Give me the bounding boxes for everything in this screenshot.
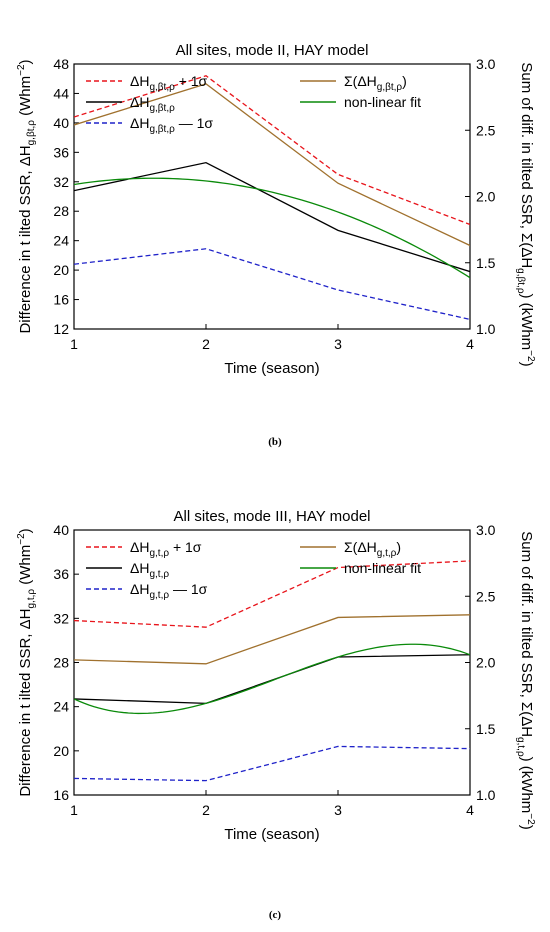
x-axis-label: Time (season) xyxy=(224,360,319,377)
x-tick-label: 3 xyxy=(334,336,342,352)
legend-entry-0: ΔHg,βt,ρ + 1σ xyxy=(86,73,208,93)
y-tick-label: 44 xyxy=(53,85,69,101)
y2-tick-label: 3.0 xyxy=(476,522,496,538)
y-tick-label: 36 xyxy=(53,144,69,160)
series-line-3 xyxy=(74,83,470,247)
y-tick-label: 48 xyxy=(53,56,69,72)
series-line-4 xyxy=(74,177,470,279)
legend-entry-1: ΔHg,βt,ρ xyxy=(86,94,175,114)
legend-label: ΔHg,βt,ρ xyxy=(130,94,175,114)
y2-tick-label: 2.5 xyxy=(476,122,496,138)
x-tick-label: 2 xyxy=(202,336,210,352)
y-tick-label: 20 xyxy=(53,262,69,278)
y-tick-label: 28 xyxy=(53,203,69,219)
y2-tick-label: 1.5 xyxy=(476,255,496,271)
y-tick-label: 32 xyxy=(53,174,69,190)
y-tick-label: 32 xyxy=(53,610,69,626)
y2-tick-label: 3.0 xyxy=(476,56,496,72)
y-tick-label: 16 xyxy=(53,787,69,803)
legend-label: ΔHg,βt,ρ + 1σ xyxy=(130,73,208,93)
series-line-1 xyxy=(74,161,470,273)
y-tick-label: 36 xyxy=(53,566,69,582)
chart-panel-b: All sites, mode II, HAY model 12 16 20 24 28 3… xyxy=(16,42,536,377)
y-tick-label: 16 xyxy=(53,292,69,308)
y2-axis-label: Sum of diff. in tilted SSR, Σ(ΔHg,t,ρ) (… xyxy=(515,531,536,829)
y2-tick-label: 2.0 xyxy=(476,655,496,671)
legend-entry-2: ΔHg,t,ρ — 1σ xyxy=(86,581,208,601)
y-tick-label: 24 xyxy=(53,699,69,715)
series-line-4 xyxy=(74,643,470,715)
y-axis-label: Difference in t ilted SSR, ΔHg,βt,ρ (Whm… xyxy=(16,59,37,333)
legend-entry-0: ΔHg,t,ρ + 1σ xyxy=(86,539,202,559)
y2-tick-label: 2.5 xyxy=(476,588,496,604)
chart-svg-c: All sites, mode III, HAY model1620242832… xyxy=(16,508,536,843)
y-tick-label: 28 xyxy=(53,655,69,671)
series-line-2 xyxy=(74,745,470,782)
x-tick-label: 1 xyxy=(70,802,78,818)
x-tick-label: 4 xyxy=(466,336,474,352)
legend-entry-4: non-linear fit xyxy=(300,94,421,110)
series-line-0 xyxy=(74,560,470,628)
y2-tick-label: 1.5 xyxy=(476,721,496,737)
chart-title: All sites, mode II, HAY model xyxy=(176,42,369,59)
series-line-2 xyxy=(74,248,470,321)
legend-entry-3: Σ(ΔHg,t,ρ) xyxy=(300,539,401,559)
y-tick-label: 40 xyxy=(53,522,69,538)
legend-entry-2: ΔHg,βt,ρ — 1σ xyxy=(86,115,213,135)
legend-label: ΔHg,t,ρ + 1σ xyxy=(130,539,202,559)
y-tick-label: 24 xyxy=(53,233,69,249)
legend-entry-4: non-linear fit xyxy=(300,560,421,576)
legend-label: ΔHg,t,ρ xyxy=(130,560,169,580)
series-line-3 xyxy=(74,614,470,665)
legend-label: non-linear fit xyxy=(344,94,421,110)
chart-svg-b: All sites, mode II, HAY model12162024283… xyxy=(16,42,536,377)
legend-entry-1: ΔHg,t,ρ xyxy=(86,560,169,580)
x-tick-label: 3 xyxy=(334,802,342,818)
x-tick-label: 2 xyxy=(202,802,210,818)
legend-label: ΔHg,βt,ρ — 1σ xyxy=(130,115,213,135)
chart-title: All sites, mode III, HAY model xyxy=(173,508,370,525)
y2-tick-label: 1.0 xyxy=(476,787,496,803)
x-tick-label: 1 xyxy=(70,336,78,352)
x-axis-label: Time (season) xyxy=(224,826,319,843)
y-tick-label: 12 xyxy=(53,321,69,337)
legend-label: Σ(ΔHg,βt,ρ) xyxy=(344,73,407,93)
chart-panel-c: All sites, mode III, HAY model 16 20 24 28 32… xyxy=(0,466,550,932)
y-axis-label: Difference in t ilted SSR, ΔHg,t,ρ (Whm−… xyxy=(16,528,37,796)
y-tick-label: 40 xyxy=(53,115,69,131)
panel-label-c: (c) xyxy=(268,909,282,921)
x-tick-label: 4 xyxy=(466,802,474,818)
y-tick-label: 20 xyxy=(53,743,69,759)
series-line-0 xyxy=(74,75,470,226)
y2-tick-label: 2.0 xyxy=(476,189,496,205)
legend-label: ΔHg,t,ρ — 1σ xyxy=(130,581,208,601)
legend-label: non-linear fit xyxy=(344,560,421,576)
legend-label: Σ(ΔHg,t,ρ) xyxy=(344,539,401,559)
y2-axis-label: Sum of diff. in tilted SSR, Σ(ΔHg,βt,ρ) … xyxy=(515,62,536,366)
y2-tick-label: 1.0 xyxy=(476,321,496,337)
legend-entry-3: Σ(ΔHg,βt,ρ) xyxy=(300,73,407,93)
panel-label-b: (b) xyxy=(268,436,282,448)
